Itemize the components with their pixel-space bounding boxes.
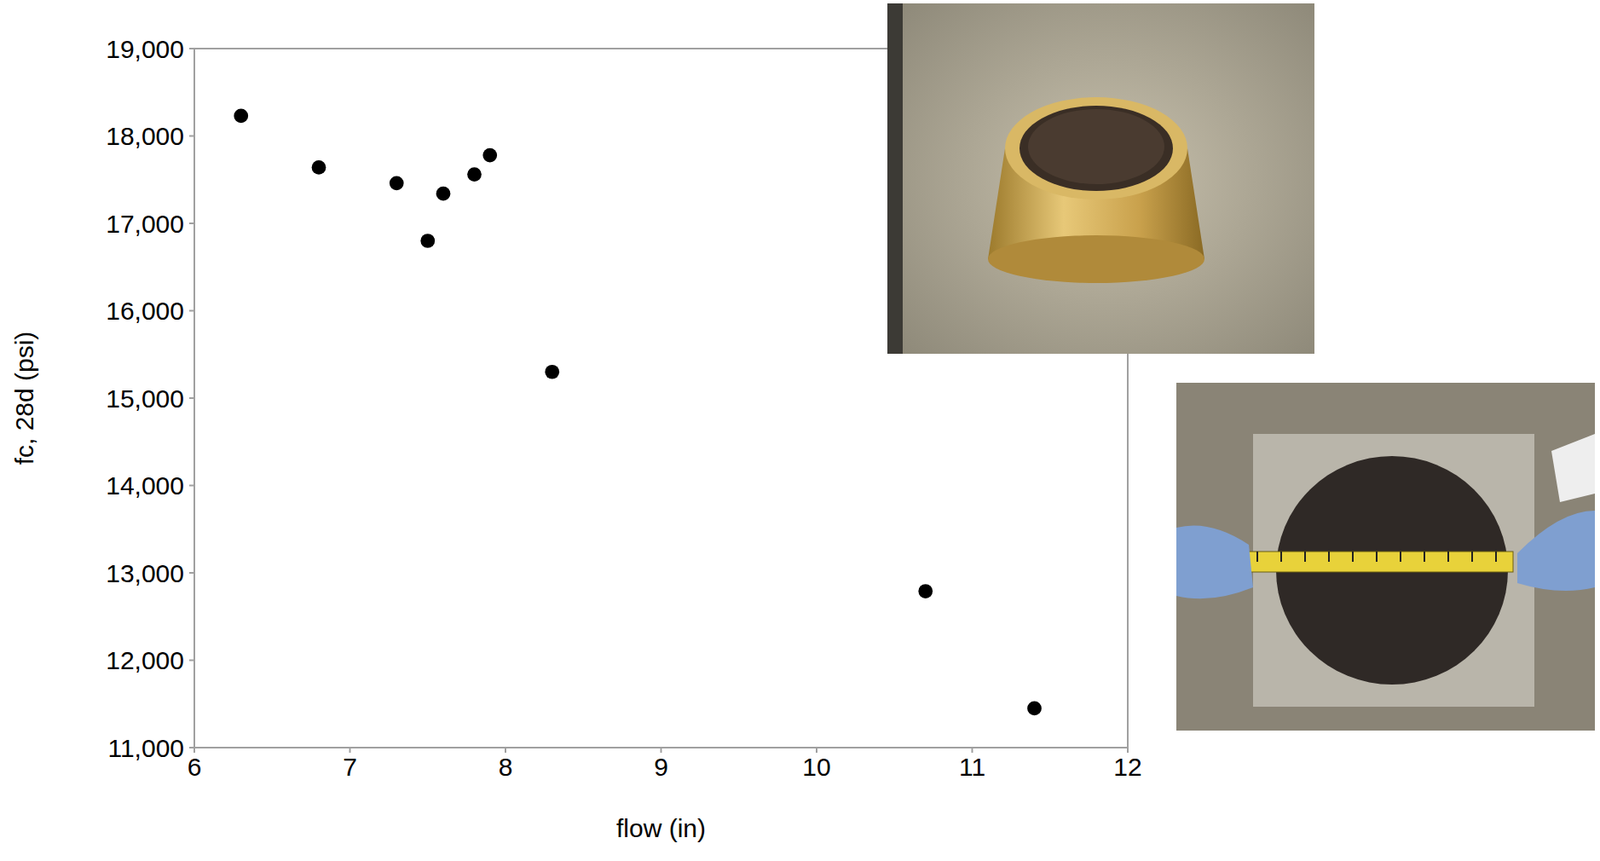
svg-text:18,000: 18,000 bbox=[105, 121, 185, 151]
svg-text:fc, 28d (psi): fc, 28d (psi) bbox=[10, 331, 39, 466]
svg-text:11: 11 bbox=[958, 752, 986, 781]
svg-text:10: 10 bbox=[802, 752, 831, 781]
svg-text:15,000: 15,000 bbox=[105, 384, 185, 413]
svg-text:7: 7 bbox=[342, 752, 358, 781]
svg-text:12,000: 12,000 bbox=[105, 646, 185, 675]
svg-text:6: 6 bbox=[187, 752, 203, 781]
svg-text:19,000: 19,000 bbox=[105, 34, 185, 64]
svg-text:flow (in): flow (in) bbox=[616, 814, 706, 843]
svg-text:14,000: 14,000 bbox=[105, 471, 185, 500]
svg-text:17,000: 17,000 bbox=[105, 209, 185, 238]
svg-text:11,000: 11,000 bbox=[107, 733, 185, 763]
svg-text:16,000: 16,000 bbox=[105, 296, 185, 325]
svg-text:9: 9 bbox=[653, 752, 669, 781]
svg-text:8: 8 bbox=[498, 752, 514, 781]
svg-text:12: 12 bbox=[1113, 752, 1142, 781]
svg-text:13,000: 13,000 bbox=[105, 559, 185, 588]
